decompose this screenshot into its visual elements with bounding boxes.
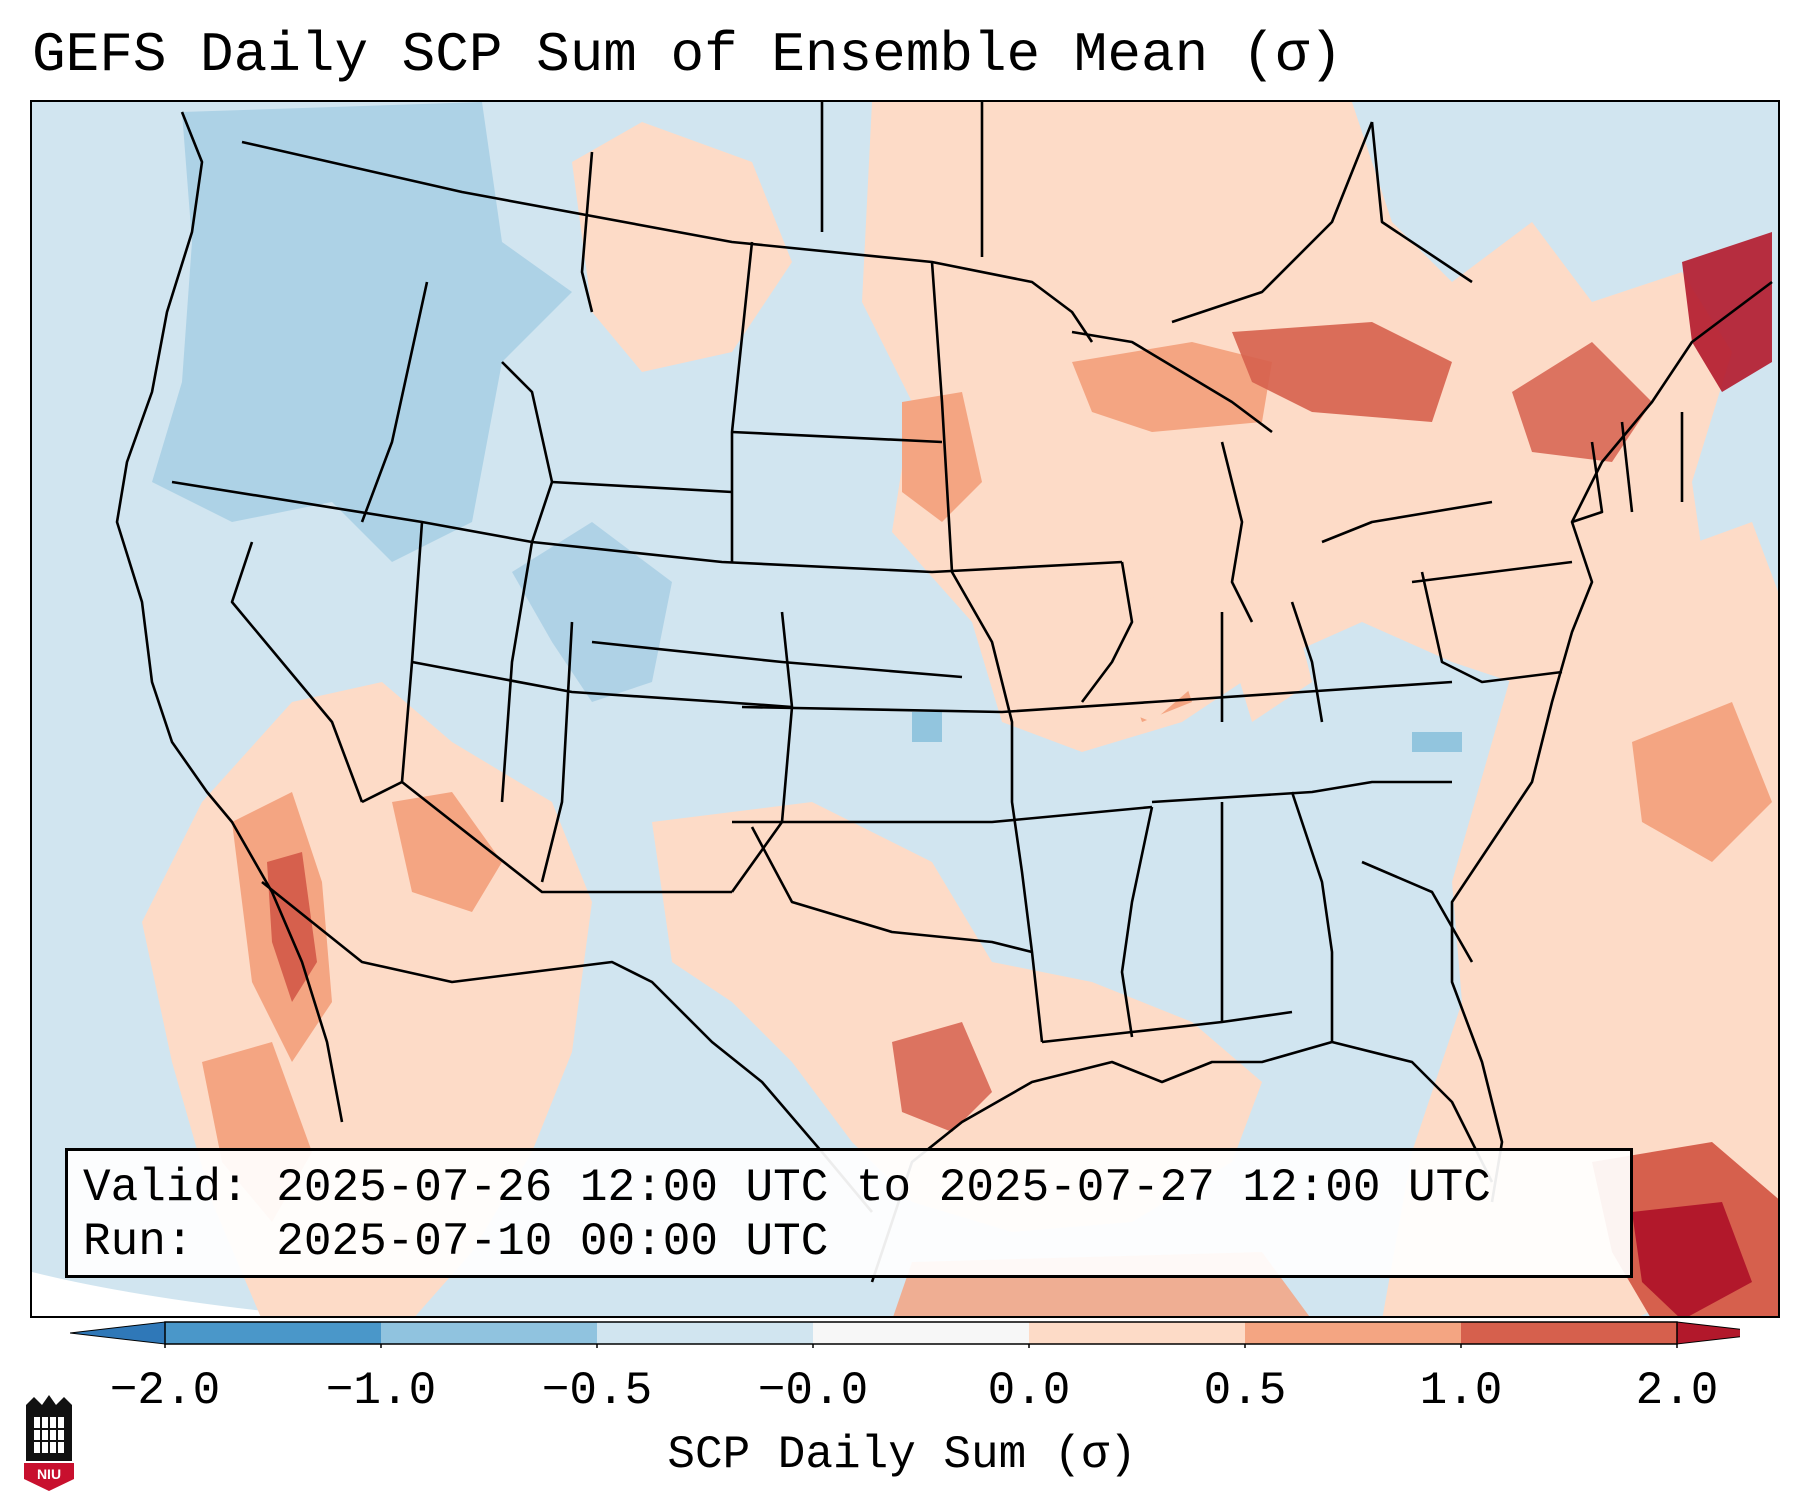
colorbar: [70, 1321, 1740, 1348]
tick-label: −1.0: [325, 1365, 437, 1417]
tick-label: −0.5: [541, 1365, 653, 1417]
tick-label: 0.5: [1203, 1365, 1287, 1417]
boundaries: [115, 102, 1773, 1283]
valid-run-info-box: Valid: 2025-07-26 12:00 UTC to 2025-07-2…: [65, 1148, 1633, 1278]
niu-logo-text: NIU: [37, 1466, 61, 1482]
colorbar-extend-low: [70, 1321, 166, 1345]
colorbar-bin: [1461, 1322, 1677, 1344]
tick-label: −0.0: [757, 1365, 869, 1417]
tick-label: 2.0: [1635, 1365, 1719, 1417]
colorbar-bin: [381, 1322, 597, 1344]
projection-edge: [32, 1272, 311, 1316]
niu-castle-icon: NIU: [24, 1395, 74, 1491]
colorbar-label: SCP Daily Sum (σ): [667, 1429, 1137, 1481]
colorbar-bin: [165, 1322, 381, 1344]
colorbar-bin: [597, 1322, 813, 1344]
colorbar-bin: [813, 1322, 1029, 1344]
run-value: 2025-07-10 00:00 UTC: [276, 1216, 829, 1268]
tick-label: 0.0: [987, 1365, 1071, 1417]
colorbar-extend-high: [1676, 1321, 1740, 1345]
colorbar-bin: [1245, 1322, 1461, 1344]
run-label: Run:: [83, 1216, 194, 1268]
colorbar-outline: [164, 1321, 1678, 1345]
valid-label: Valid:: [83, 1162, 249, 1214]
run-row: Run: 2025-07-10 00:00 UTC: [83, 1215, 1630, 1269]
map-panel: [30, 100, 1780, 1318]
valid-value: 2025-07-26 12:00 UTC to 2025-07-27 12:00…: [276, 1162, 1491, 1214]
valid-row: Valid: 2025-07-26 12:00 UTC to 2025-07-2…: [83, 1161, 1630, 1215]
tick-label: −2.0: [109, 1365, 221, 1417]
colorbar-bin: [1029, 1322, 1245, 1344]
map-canvas: [32, 102, 1778, 1316]
chart-title: GEFS Daily SCP Sum of Ensemble Mean (σ): [32, 23, 1343, 87]
tick-label: 1.0: [1419, 1365, 1503, 1417]
